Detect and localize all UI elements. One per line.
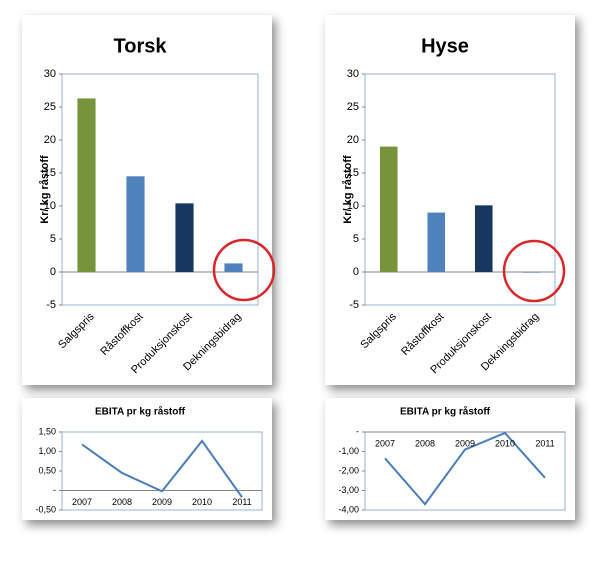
chart-title: Torsk — [114, 35, 168, 57]
x-tick-label: 2008 — [112, 497, 132, 507]
y-tick-label: - — [356, 426, 359, 436]
x-tick-label: 2009 — [152, 497, 172, 507]
bar — [522, 272, 541, 273]
y-tick-label: 20 — [44, 134, 56, 146]
y-tick-label: -4,00 — [338, 504, 359, 514]
y-tick-label: 5 — [353, 233, 359, 245]
bar — [474, 205, 493, 272]
highlight-circle — [502, 239, 566, 303]
bar — [224, 263, 243, 272]
x-tick-label: 2011 — [535, 438, 554, 448]
y-tick-label: 25 — [347, 101, 359, 113]
y-tick-label: -2,00 — [338, 465, 359, 475]
line — [384, 431, 546, 506]
panel — [22, 15, 272, 385]
bar — [77, 98, 96, 272]
x-tick-label: 2008 — [415, 438, 435, 448]
y-tick-label: 1,50 — [38, 426, 56, 436]
y-tick-label: -0,50 — [35, 504, 56, 514]
y-tick-label: 15 — [44, 167, 56, 179]
bar — [379, 146, 398, 272]
x-tick-label: 2010 — [495, 438, 515, 448]
y-tick-label: 0 — [353, 266, 359, 278]
y-tick-label: 20 — [347, 134, 359, 146]
x-tick-label: 2009 — [455, 438, 475, 448]
x-tick-label: 2011 — [232, 497, 251, 507]
x-tick-label: 2010 — [192, 497, 212, 507]
chart-title: Hyse — [421, 35, 469, 57]
y-tick-label: 30 — [347, 68, 359, 80]
line — [81, 439, 243, 498]
panel — [325, 398, 575, 520]
highlight-circle — [212, 238, 276, 302]
chart-title: EBITA pr kg råstoff — [95, 406, 186, 418]
panel — [325, 15, 575, 385]
plot-area — [364, 73, 556, 306]
y-tick-label: 0 — [50, 266, 56, 278]
y-tick-label: 1,00 — [38, 446, 56, 456]
bar — [126, 176, 145, 272]
y-tick-label: 10 — [347, 200, 359, 212]
y-tick-label: 30 — [44, 68, 56, 80]
x-tick-label: 2007 — [375, 438, 395, 448]
bar — [427, 212, 446, 272]
y-tick-label: 15 — [347, 167, 359, 179]
y-axis-label: Kr/ kg råstoff — [39, 155, 51, 224]
plot-area — [61, 73, 259, 306]
y-tick-label: -1,00 — [338, 446, 359, 456]
chart-title: EBITA pr kg råstoff — [400, 406, 491, 418]
y-tick-label: 10 — [44, 200, 56, 212]
bar — [175, 203, 194, 272]
y-tick-label: - — [53, 485, 56, 495]
x-tick-label: 2007 — [72, 497, 92, 507]
y-tick-label: -3,00 — [338, 485, 359, 495]
y-tick-label: -5 — [46, 299, 56, 311]
panel — [22, 398, 272, 520]
y-tick-label: 5 — [50, 233, 56, 245]
y-tick-label: 25 — [44, 101, 56, 113]
y-axis-label: Kr/ kg råstoff — [342, 155, 354, 224]
y-tick-label: 0,50 — [38, 465, 56, 475]
y-tick-label: -5 — [349, 299, 359, 311]
